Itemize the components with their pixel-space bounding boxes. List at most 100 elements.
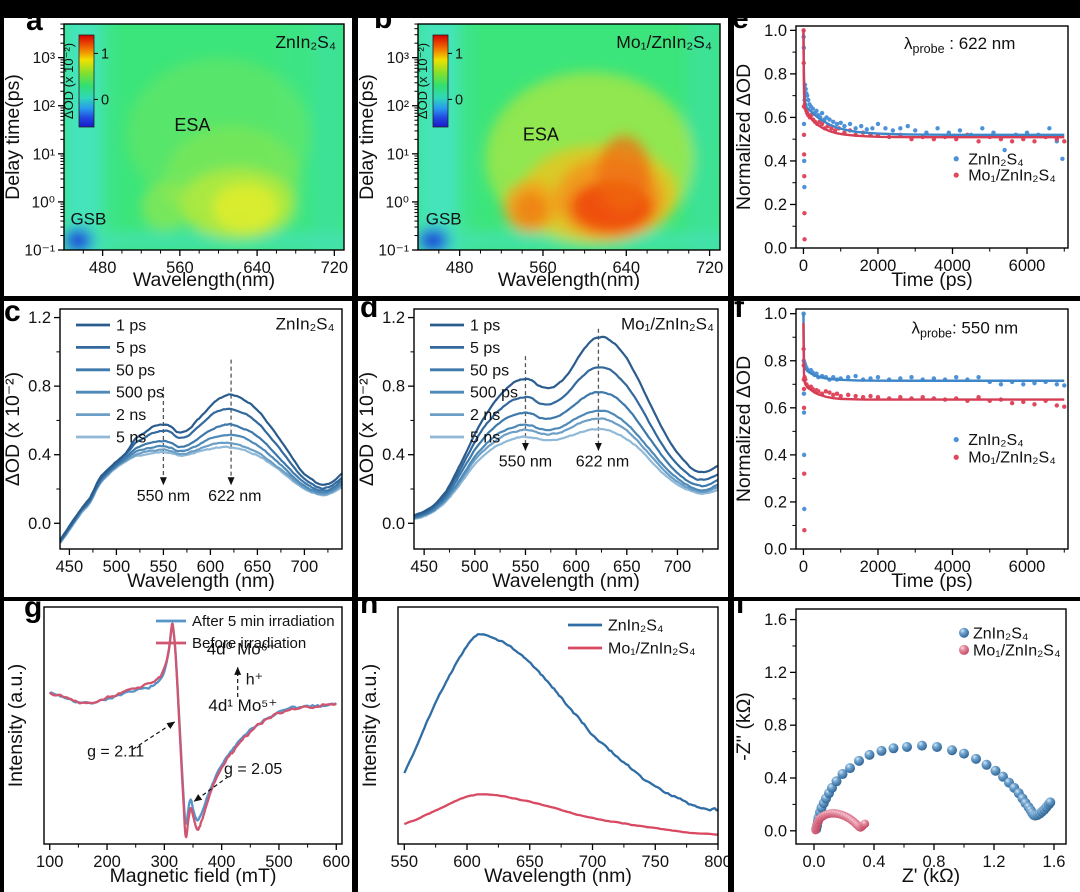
svg-text:ESA: ESA <box>174 115 210 135</box>
svg-text:0.0: 0.0 <box>764 541 787 559</box>
svg-text:After 5 min irradiation: After 5 min irradiation <box>192 613 335 630</box>
panel-letter-h: h <box>360 601 379 620</box>
svg-text:10⁰: 10⁰ <box>386 194 409 211</box>
panel-letter-d: d <box>360 301 379 324</box>
svg-text:λprobe: 550 nm: λprobe: 550 nm <box>912 319 1019 341</box>
svg-text:100: 100 <box>36 853 64 871</box>
svg-text:5 ns: 5 ns <box>470 430 500 447</box>
svg-text:450: 450 <box>410 558 438 576</box>
svg-text:Wavelength (nm): Wavelength (nm) <box>492 570 640 592</box>
chart-g-epr: After 5 min irradiation Before irradiatio… <box>5 606 350 887</box>
svg-text:Mo₁/ZnIn₂S₄: Mo₁/ZnIn₂S₄ <box>621 315 714 334</box>
svg-text:0.2: 0.2 <box>764 493 787 511</box>
panel-f: f λprobe: 550 nm ZnIn₂S₄ Mo₁/ZnIn₂S₄ 0 2000 4… <box>734 301 1080 597</box>
svg-text:ΔOD (x 10⁻²): ΔOD (x 10⁻²) <box>61 43 76 119</box>
svg-text:Mo₁/ZnIn₂S₄: Mo₁/ZnIn₂S₄ <box>608 641 696 658</box>
svg-text:450: 450 <box>56 558 84 576</box>
svg-text:Time (ps): Time (ps) <box>891 570 973 592</box>
svg-text:6000: 6000 <box>1009 257 1046 275</box>
svg-text:500: 500 <box>265 853 293 871</box>
svg-text:0.4: 0.4 <box>764 769 787 787</box>
svg-text:g = 2.05: g = 2.05 <box>224 761 282 778</box>
svg-text:720: 720 <box>696 259 724 277</box>
svg-text:1.6: 1.6 <box>764 611 787 629</box>
panel-letter-e: e <box>734 18 749 35</box>
svg-text:800: 800 <box>704 853 728 871</box>
svg-text:10⁻¹: 10⁻¹ <box>378 243 409 260</box>
svg-text:ZnIn₂S₄: ZnIn₂S₄ <box>276 315 335 334</box>
svg-text:200: 200 <box>93 853 121 871</box>
svg-text:Mo₁/ZnIn₂S₄: Mo₁/ZnIn₂S₄ <box>968 450 1056 467</box>
svg-text:0.0: 0.0 <box>803 853 826 871</box>
panel-c: c 550 nm 622 nm 1 ps 5 ps 50 ps 500 ps 2 ns 5 n… <box>4 301 352 597</box>
svg-text:0.4: 0.4 <box>382 446 405 464</box>
svg-text:h⁺: h⁺ <box>246 672 263 689</box>
svg-text:0.0: 0.0 <box>764 240 787 258</box>
svg-text:5 ps: 5 ps <box>470 340 500 357</box>
svg-text:0.6: 0.6 <box>764 109 787 127</box>
svg-text:0.2: 0.2 <box>764 196 787 214</box>
svg-text:1 ps: 1 ps <box>116 318 146 335</box>
svg-text:1 ps: 1 ps <box>470 318 500 335</box>
chart-a-ta-heatmap-znin2s4: 1 0 ΔOD (x 10⁻²) ESA GSB ZnIn₂S₄ 480 560 640 720 1… <box>4 23 348 291</box>
svg-text:Wavelength(nm): Wavelength(nm) <box>133 269 275 291</box>
svg-text:Z' (kΩ): Z' (kΩ) <box>902 865 960 887</box>
svg-text:10²: 10² <box>33 98 55 115</box>
svg-text:0.8: 0.8 <box>382 378 405 396</box>
svg-text:640: 640 <box>613 259 641 277</box>
svg-text:1.2: 1.2 <box>382 309 405 327</box>
svg-text:500 ps: 500 ps <box>116 385 164 402</box>
svg-text:500 ps: 500 ps <box>470 385 518 402</box>
svg-text:550: 550 <box>391 853 419 871</box>
panel-letter-g: g <box>24 601 43 624</box>
panel-letter-b: b <box>374 18 393 35</box>
svg-text:4000: 4000 <box>934 558 971 576</box>
svg-text:622 nm: 622 nm <box>576 454 629 471</box>
svg-text:0.0: 0.0 <box>764 822 787 840</box>
svg-text:Wavelength (nm): Wavelength (nm) <box>127 570 275 592</box>
svg-text:0: 0 <box>799 558 808 576</box>
svg-text:560: 560 <box>529 259 557 277</box>
svg-text:ZnIn₂S₄: ZnIn₂S₄ <box>973 625 1028 642</box>
svg-text:0.8: 0.8 <box>764 717 787 735</box>
svg-text:50 ps: 50 ps <box>470 362 509 379</box>
svg-text:Delay time(ps): Delay time(ps) <box>358 74 378 200</box>
svg-text:5 ns: 5 ns <box>116 430 146 447</box>
svg-text:0.8: 0.8 <box>764 352 787 370</box>
panel-h: h ZnIn₂S₄ Mo₁/ZnIn₂S₄ 550 600 650 700 750 800 Wa… <box>358 601 728 892</box>
svg-text:GSB: GSB <box>426 210 462 229</box>
svg-text:400: 400 <box>208 853 236 871</box>
svg-text:550: 550 <box>150 558 178 576</box>
svg-text:Time (ps): Time (ps) <box>891 269 973 291</box>
svg-text:Magnetic field (mT): Magnetic field (mT) <box>110 865 277 887</box>
panel-e: e λprobe : 622 nm ZnIn₂S₄ Mo₁/ZnIn₂S₄ 0 2000… <box>734 18 1080 296</box>
svg-text:0.8: 0.8 <box>28 378 51 396</box>
panel-letter-f: f <box>734 301 744 324</box>
svg-text:1.0: 1.0 <box>764 305 787 323</box>
svg-text:0.4: 0.4 <box>28 446 51 464</box>
svg-text:650: 650 <box>516 853 544 871</box>
svg-text:ZnIn₂S₄: ZnIn₂S₄ <box>608 618 663 635</box>
svg-text:4d¹ Mo⁵⁺: 4d¹ Mo⁵⁺ <box>208 696 277 715</box>
svg-text:10⁰: 10⁰ <box>32 194 55 211</box>
svg-text:550: 550 <box>512 558 540 576</box>
svg-text:4000: 4000 <box>934 257 971 275</box>
svg-text:λprobe : 622 nm: λprobe : 622 nm <box>904 34 1015 56</box>
svg-text:550 nm: 550 nm <box>499 454 552 471</box>
svg-text:Normalized ΔOD: Normalized ΔOD <box>734 356 755 502</box>
svg-text:6000: 6000 <box>1009 558 1046 576</box>
svg-text:480: 480 <box>89 259 117 277</box>
svg-text:0: 0 <box>799 257 808 275</box>
panel-i: i ZnIn₂S₄ Mo₁/ZnIn₂S₄ 0.0 0.4 0.8 1.2 1.6 0.0 0.… <box>734 601 1080 892</box>
svg-text:4d⁰ Mo⁶⁺: 4d⁰ Mo⁶⁺ <box>207 639 277 658</box>
panel-b: b 1 0 ΔOD (x 10⁻²) ESA GSB Mo₁/ZnIn₂S₄ 480 560 6… <box>358 18 728 296</box>
svg-text:ZnIn₂S₄: ZnIn₂S₄ <box>968 151 1023 168</box>
svg-text:5 ps: 5 ps <box>116 340 146 357</box>
svg-text:0.8: 0.8 <box>923 853 946 871</box>
svg-text:622 nm: 622 nm <box>208 488 261 505</box>
svg-text:ZnIn₂S₄: ZnIn₂S₄ <box>275 32 336 52</box>
svg-text:0: 0 <box>101 92 109 108</box>
